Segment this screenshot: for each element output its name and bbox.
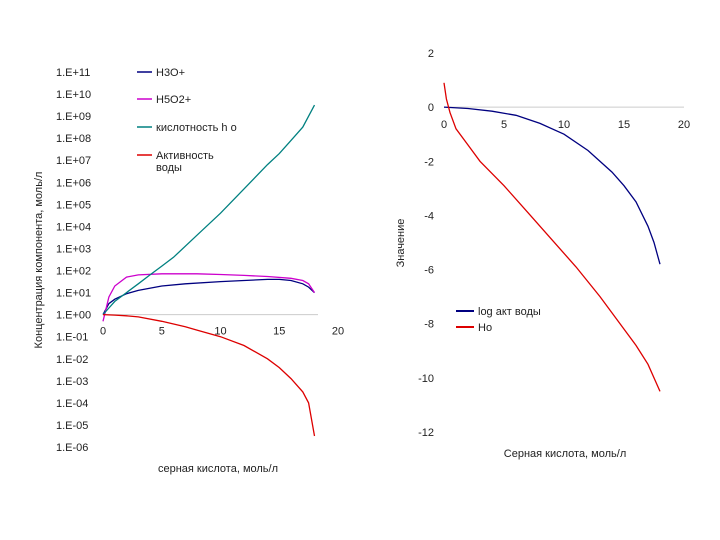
x-tick-label: 10 — [214, 326, 226, 338]
legend-label: H5O2+ — [156, 94, 191, 106]
left-chart: 1.E+11 1.E+10 1.E+09 1.E+08 1.E+07 1.E+06 1.E+… — [33, 67, 344, 475]
x-tick-label: 0 — [100, 326, 106, 338]
y-tick-label: -12 — [418, 427, 434, 439]
legend-label-line: воды — [156, 162, 182, 174]
y-tick-label: -4 — [424, 210, 434, 222]
legend-label: кислотность h о — [156, 122, 237, 134]
x-tick-label: 20 — [332, 326, 344, 338]
y-tick-label: 1.E+05 — [56, 199, 91, 211]
y-tick-label: 1.E-01 — [56, 332, 88, 344]
legend-label: Активность воды — [156, 150, 214, 174]
y-tick-label: 2 — [428, 48, 434, 60]
y-tick-label: 1.E-04 — [56, 398, 88, 410]
y-tick-label: 1.E-03 — [56, 376, 88, 388]
x-axis-title: Серная кислота, моль/л — [504, 448, 626, 460]
x-tick-label: 20 — [678, 119, 690, 131]
series-line-3 — [102, 313, 316, 437]
y-axis-title: Значение — [395, 219, 407, 268]
y-tick-label: 0 — [428, 102, 434, 114]
y-tick-label: 1.E-02 — [56, 354, 88, 366]
y-tick-label: 1.E+00 — [56, 310, 91, 322]
y-tick-label: 1.E-05 — [56, 420, 88, 432]
y-tick-label: 1.E+02 — [56, 266, 91, 278]
y-tick-label: -2 — [424, 156, 434, 168]
y-tick-label: 1.E+07 — [56, 155, 91, 167]
series-line-1 — [443, 82, 661, 392]
y-tick-label: 1.E+11 — [56, 67, 90, 79]
y-tick-label: -6 — [424, 265, 434, 277]
y-tick-label: 1.E+03 — [56, 243, 91, 255]
series-line-2 — [102, 104, 316, 316]
series-line-0 — [443, 106, 661, 265]
series-line-1 — [102, 273, 316, 322]
series-line-0 — [102, 278, 315, 315]
x-tick-label: 10 — [558, 119, 570, 131]
legend-label: H3O+ — [156, 67, 185, 79]
y-tick-label: 1.E+09 — [56, 111, 91, 123]
y-tick-label: 1.E-06 — [56, 442, 88, 454]
y-tick-label: 1.E+04 — [56, 221, 91, 233]
y-axis-title: Концентрация компонента, моль/л — [33, 172, 45, 349]
y-tick-label: 1.E+08 — [56, 133, 91, 145]
x-tick-label: 5 — [159, 326, 165, 338]
y-tick-label: 1.E+10 — [56, 89, 91, 101]
y-tick-label: -8 — [424, 319, 434, 331]
x-axis-title: серная кислота, моль/л — [158, 463, 278, 475]
x-tick-label: 0 — [441, 119, 447, 131]
legend-label: Ho — [478, 322, 492, 334]
legend-label-line: Активность — [156, 150, 214, 162]
y-tick-label: -10 — [418, 373, 434, 385]
x-tick-label: 15 — [618, 119, 630, 131]
legend-label: log акт воды — [478, 306, 541, 318]
x-tick-label: 15 — [273, 326, 285, 338]
y-tick-label: 1.E+01 — [56, 288, 91, 300]
y-tick-label: 1.E+06 — [56, 177, 91, 189]
x-tick-label: 5 — [501, 119, 507, 131]
